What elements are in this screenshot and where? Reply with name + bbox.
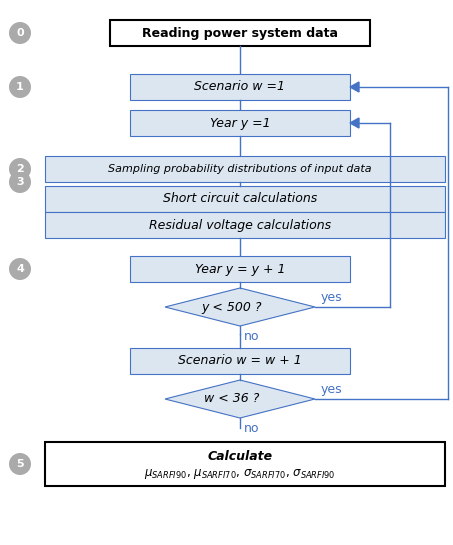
Circle shape	[9, 453, 31, 475]
Text: Calculate: Calculate	[207, 450, 273, 463]
FancyBboxPatch shape	[130, 256, 350, 282]
Circle shape	[9, 171, 31, 193]
Text: Short circuit calculations: Short circuit calculations	[163, 192, 317, 205]
Text: Reading power system data: Reading power system data	[142, 27, 338, 39]
FancyBboxPatch shape	[130, 74, 350, 100]
Text: w < 36 ?: w < 36 ?	[204, 392, 260, 405]
Polygon shape	[350, 118, 359, 128]
Text: Year y =1: Year y =1	[210, 117, 270, 130]
Circle shape	[9, 76, 31, 98]
Circle shape	[9, 22, 31, 44]
Text: 0: 0	[16, 28, 24, 38]
Text: 4: 4	[16, 264, 24, 274]
Text: yes: yes	[321, 383, 342, 396]
Circle shape	[9, 158, 31, 180]
FancyBboxPatch shape	[45, 156, 445, 182]
FancyBboxPatch shape	[45, 186, 445, 212]
Polygon shape	[350, 82, 359, 92]
FancyBboxPatch shape	[45, 212, 445, 238]
Polygon shape	[165, 288, 315, 326]
FancyBboxPatch shape	[130, 348, 350, 374]
FancyBboxPatch shape	[45, 442, 445, 486]
Text: Scenario w = w + 1: Scenario w = w + 1	[178, 354, 302, 367]
FancyBboxPatch shape	[110, 20, 370, 46]
Text: yes: yes	[321, 290, 342, 304]
Text: no: no	[244, 422, 260, 435]
Text: Residual voltage calculations: Residual voltage calculations	[149, 219, 331, 232]
Text: 1: 1	[16, 82, 24, 92]
Text: 3: 3	[16, 177, 24, 187]
Text: $\mu_{SARFI90}$, $\mu_{SARFI70}$, $\sigma_{SARFI70}$, $\sigma_{SARFI90}$: $\mu_{SARFI90}$, $\mu_{SARFI70}$, $\sigm…	[144, 467, 336, 481]
Text: Sampling probability distributions of input data: Sampling probability distributions of in…	[108, 164, 372, 174]
Text: no: no	[244, 330, 260, 343]
Text: Scenario w =1: Scenario w =1	[194, 81, 285, 94]
Circle shape	[9, 258, 31, 280]
Text: 2: 2	[16, 164, 24, 174]
Text: y < 500 ?: y < 500 ?	[202, 300, 262, 313]
Polygon shape	[165, 380, 315, 418]
Text: Year y = y + 1: Year y = y + 1	[195, 263, 285, 276]
FancyBboxPatch shape	[130, 110, 350, 136]
Text: 5: 5	[16, 459, 24, 469]
